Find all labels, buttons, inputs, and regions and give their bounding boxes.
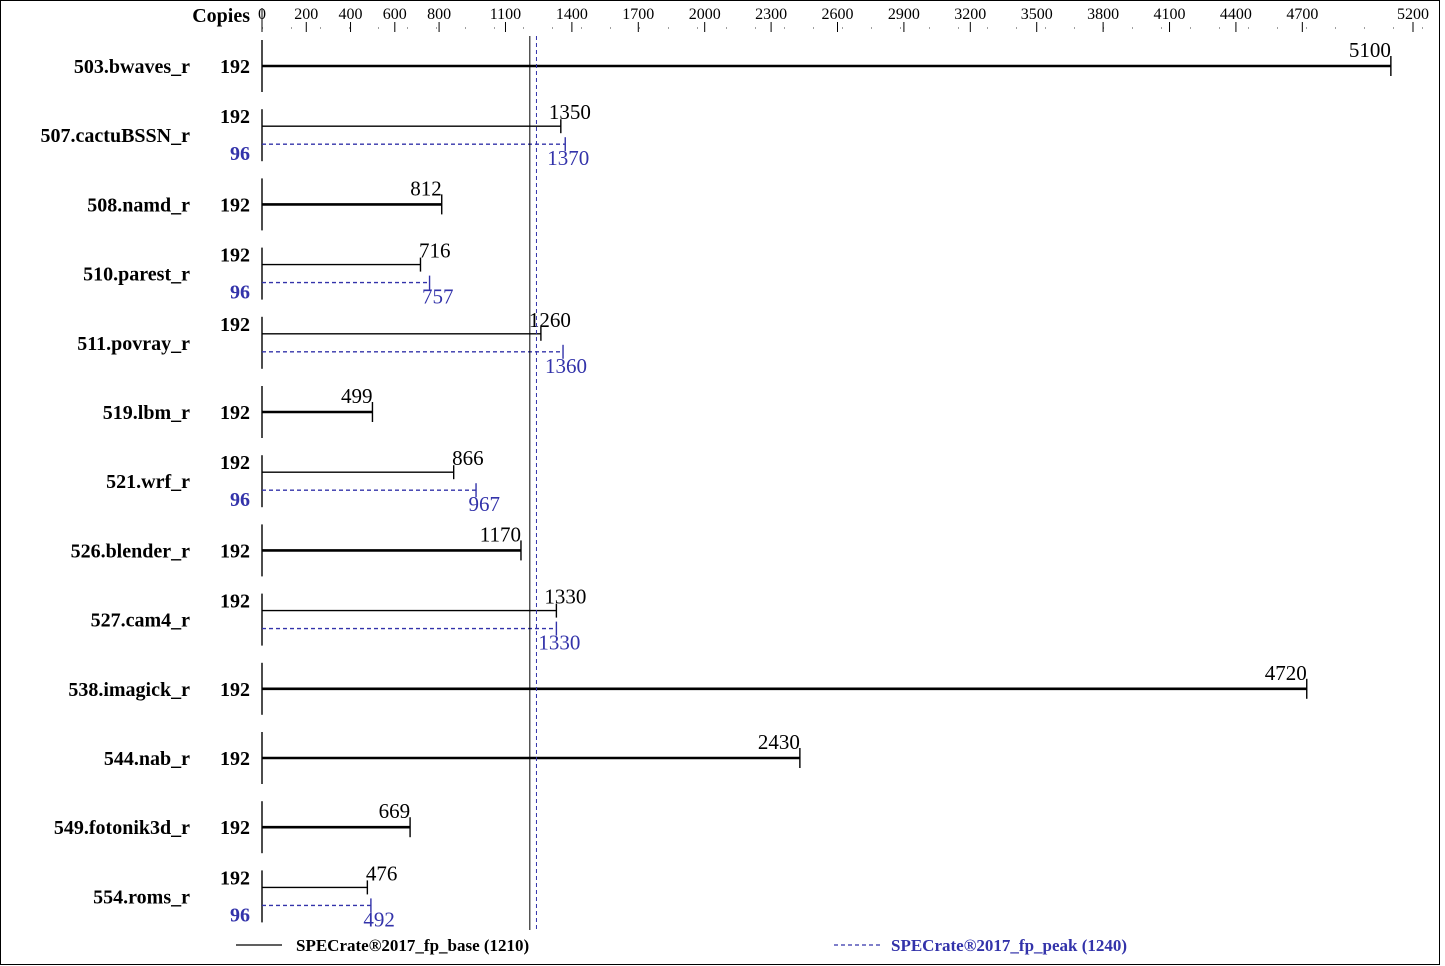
base-copies: 192: [220, 540, 250, 562]
base-copies: 192: [220, 314, 250, 336]
base-value-label: 1170: [480, 522, 521, 546]
base-copies: 192: [220, 679, 250, 701]
x-tick-label: 600: [383, 6, 407, 23]
peak-value-label: 757: [422, 285, 454, 309]
benchmark-row: 510.parest_r 192 96 716 757: [83, 239, 453, 309]
base-value-label: 866: [452, 446, 484, 470]
benchmark-name: 507.cactuBSSN_r: [41, 125, 191, 147]
base-value-label: 669: [379, 799, 411, 823]
base-copies: 192: [220, 106, 250, 128]
benchmark-name: 519.lbm_r: [103, 402, 190, 424]
peak-copies: 96: [230, 904, 250, 926]
base-value-label: 1330: [544, 585, 586, 609]
x-tick-label: 2900: [888, 6, 920, 23]
peak-value-label: 1360: [545, 354, 587, 378]
base-value-label: 5100: [1349, 38, 1391, 62]
base-copies: 192: [220, 748, 250, 770]
benchmark-name: 549.fotonik3d_r: [54, 817, 190, 839]
base-copies: 192: [220, 402, 250, 424]
base-value-label: 716: [419, 239, 451, 263]
peak-copies: 96: [230, 282, 250, 304]
benchmark-row: 538.imagick_r 192 4720: [68, 661, 1308, 715]
peak-value-label: 1330: [538, 631, 580, 655]
benchmark-name: 521.wrf_r: [106, 471, 190, 493]
benchmark-row: 527.cam4_r 192 1330 1330: [91, 585, 587, 655]
x-tick-label: 4400: [1220, 6, 1252, 23]
base-value-label: 1350: [549, 100, 591, 124]
benchmark-name: 526.blender_r: [71, 540, 191, 562]
benchmark-row: 503.bwaves_r 192 5100: [74, 38, 1392, 92]
x-tick-label: 800: [427, 6, 451, 23]
benchmark-row: 549.fotonik3d_r 192 669: [54, 799, 411, 854]
benchmark-name: 511.povray_r: [77, 333, 190, 355]
peak-value-label: 1370: [547, 146, 589, 170]
peak-copies: 96: [230, 489, 250, 511]
benchmark-rows: 503.bwaves_r 192 5100 507.cactuBSSN_r 192 96 1…: [41, 38, 1392, 931]
x-axis: 0 200 400 600 800 1100 1400 1700 2000 2300 2600 290…: [258, 6, 1429, 32]
base-value-label: 476: [366, 861, 398, 885]
benchmark-row: 519.lbm_r 192 499: [103, 384, 374, 438]
x-tick-label: 0: [258, 6, 266, 23]
base-value-label: 499: [341, 384, 373, 408]
copies-header: Copies: [192, 5, 250, 27]
benchmark-name: 544.nab_r: [104, 748, 190, 770]
x-tick-label: 200: [294, 6, 318, 23]
base-value-label: 2430: [758, 730, 800, 754]
peak-copies: 96: [230, 143, 250, 165]
legend: SPECrate®2017_fp_base (1210) SPECrate®20…: [236, 936, 1127, 955]
x-tick-label: 2600: [822, 6, 854, 23]
benchmark-name: 510.parest_r: [83, 264, 190, 286]
benchmark-row: 554.roms_r 192 96 476 492: [93, 861, 397, 931]
x-tick-label: 2000: [689, 6, 721, 23]
benchmark-row: 526.blender_r 192 1170: [71, 522, 522, 577]
base-copies: 192: [220, 591, 250, 613]
benchmark-name: 538.imagick_r: [68, 679, 190, 701]
benchmark-row: 521.wrf_r 192 96 866 967: [106, 446, 500, 516]
benchmark-name: 508.namd_r: [87, 194, 190, 216]
benchmark-name: 554.roms_r: [93, 886, 190, 908]
x-tick-label: 3200: [954, 6, 986, 23]
base-copies: 192: [220, 817, 250, 839]
base-value-label: 812: [410, 176, 442, 200]
x-tick-label: 2300: [755, 6, 787, 23]
base-copies: 192: [220, 867, 250, 889]
base-copies: 192: [220, 452, 250, 474]
benchmark-row: 507.cactuBSSN_r 192 96 1350 1370: [41, 100, 591, 170]
peak-value-label: 492: [363, 907, 395, 931]
base-value-label: 1260: [529, 308, 571, 332]
x-tick-label: 3500: [1021, 6, 1053, 23]
x-tick-label: 1400: [556, 6, 588, 23]
base-copies: 192: [220, 56, 250, 78]
benchmark-row: 544.nab_r 192 2430: [104, 730, 801, 784]
x-tick-label: 400: [339, 6, 363, 23]
base-copies: 192: [220, 245, 250, 267]
x-tick-label: 1100: [490, 6, 521, 23]
x-tick-label: 5200: [1397, 6, 1429, 23]
legend-peak-label: SPECrate®2017_fp_peak (1240): [891, 936, 1127, 955]
peak-value-label: 967: [469, 492, 501, 516]
x-tick-label: 4100: [1154, 6, 1186, 23]
legend-base-label: SPECrate®2017_fp_base (1210): [296, 936, 529, 955]
benchmark-row: 508.namd_r 192 812: [87, 176, 443, 231]
benchmark-name: 527.cam4_r: [91, 610, 191, 632]
base-value-label: 4720: [1265, 661, 1307, 685]
benchmark-row: 511.povray_r 192 1260 1360: [77, 308, 587, 378]
benchmark-name: 503.bwaves_r: [74, 56, 190, 78]
x-tick-label: 3800: [1087, 6, 1119, 23]
reference-lines: [529, 36, 537, 930]
x-tick-label: 4700: [1286, 6, 1318, 23]
x-tick-label: 1700: [622, 6, 654, 23]
base-copies: 192: [220, 194, 250, 216]
